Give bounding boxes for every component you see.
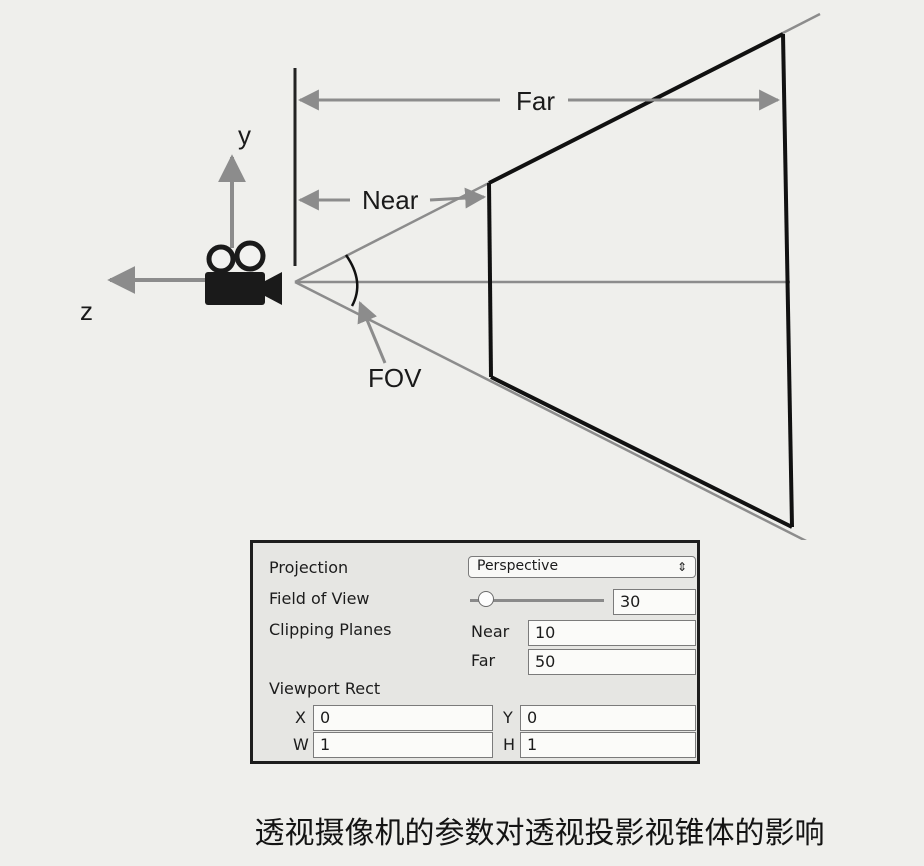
clipping-planes-label: Clipping Planes [269, 620, 392, 639]
near-plane [487, 182, 493, 378]
fov-input[interactable]: 30 [613, 589, 696, 615]
dropdown-arrow-icon: ⇕ [676, 560, 687, 574]
viewport-h-label: H [503, 735, 516, 754]
viewport-h-value: 1 [527, 735, 538, 754]
fov-input-value: 30 [620, 592, 641, 611]
near-arrow-right [429, 187, 487, 209]
projection-label: Projection [269, 558, 349, 577]
frustum-diagram: Far Near FOV y z [80, 12, 821, 540]
fov-pointer [357, 301, 387, 364]
far-plane [781, 33, 794, 528]
viewport-w-value: 1 [320, 735, 331, 754]
viewport-rect-label: Viewport Rect [269, 679, 381, 698]
viewport-y-input[interactable]: 0 [520, 705, 696, 731]
fov-arc [344, 254, 359, 307]
viewport-h-input[interactable]: 1 [520, 732, 696, 758]
fov-field-label: Field of View [269, 589, 370, 608]
figure-caption: 透视摄像机的参数对透视投影视锥体的影响 [254, 816, 825, 851]
far-clip-input[interactable]: 50 [528, 649, 696, 675]
far-field-label: Far [471, 651, 496, 670]
fov-slider-track[interactable] [470, 599, 604, 602]
frustum-bottom-edge [490, 375, 793, 529]
near-clip-input[interactable]: 10 [528, 620, 696, 646]
near-clip-value: 10 [535, 623, 556, 642]
y-axis-label: y [238, 120, 251, 150]
projection-value: Perspective [477, 558, 559, 574]
viewport-w-label: W [293, 735, 309, 754]
projection-select[interactable]: Perspective ⇕ [468, 556, 696, 578]
viewport-w-input[interactable]: 1 [313, 732, 493, 758]
fov-label: FOV [368, 363, 422, 393]
frustum-bottom-ray [294, 280, 807, 540]
fov-slider-knob[interactable] [478, 591, 495, 607]
near-label: Near [362, 185, 419, 215]
camera-inspector-panel: Projection Perspective ⇕ Field of View 3… [250, 540, 700, 764]
far-clip-value: 50 [535, 652, 556, 671]
z-axis-label: z [80, 296, 93, 326]
viewport-y-label: Y [503, 708, 513, 727]
viewport-x-label: X [295, 708, 306, 727]
viewport-x-input[interactable]: 0 [313, 705, 493, 731]
viewport-y-value: 0 [527, 708, 538, 727]
camera-icon [205, 240, 282, 305]
viewport-x-value: 0 [320, 708, 331, 727]
far-label: Far [516, 86, 555, 116]
near-field-label: Near [471, 622, 510, 641]
frustum-top-edge [488, 32, 784, 185]
